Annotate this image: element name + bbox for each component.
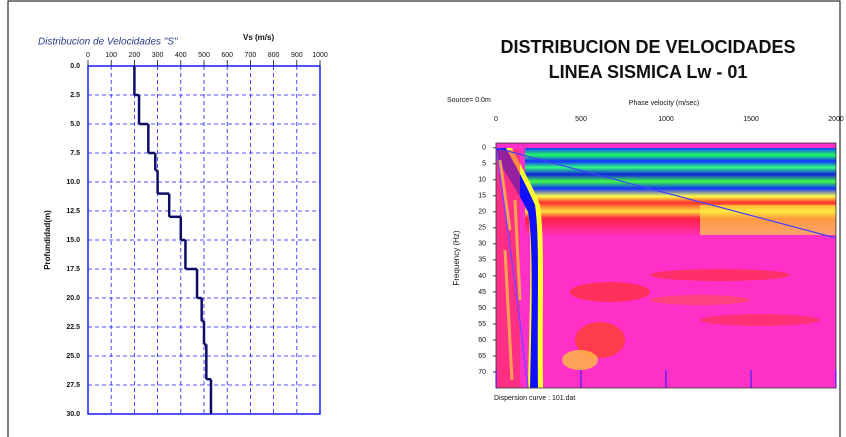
y-tick-label: 30: [478, 241, 486, 248]
y-axis-label: Profundidad(m): [43, 210, 52, 270]
x-tick-label: 0: [86, 52, 90, 59]
x-axis-label: Phase velocity (m/sec): [629, 100, 699, 107]
x-tick-label: 300: [152, 52, 164, 59]
y-tick-label: 2.5: [70, 92, 80, 99]
x-tick-label: 1000: [312, 52, 328, 59]
y-tick-label: 20: [478, 209, 486, 216]
dispersion-image: [496, 143, 836, 388]
x-tick-label: 600: [221, 52, 233, 59]
y-tick-label: 45: [478, 289, 486, 296]
y-tick-label: 15: [478, 193, 486, 200]
y-axis-label: Frequency (Hz): [452, 230, 461, 285]
x-tick-label: 200: [129, 52, 141, 59]
x-tick-label: 1000: [658, 116, 674, 123]
y-tick-label: 65: [478, 353, 486, 360]
x-tick-label: 500: [575, 116, 587, 123]
y-tick-label: 5.0: [70, 121, 80, 128]
x-tick-label: 800: [268, 52, 280, 59]
x-tick-label: 100: [105, 52, 117, 59]
y-tick-label: 10: [478, 177, 486, 184]
y-tick-label: 50: [478, 305, 486, 312]
y-tick-label: 60: [478, 337, 486, 344]
y-tick-label: 17.5: [66, 266, 80, 273]
screenshot: Distribucion de Velocidades "S" Vs (m/s)…: [0, 0, 846, 437]
y-tick-label: 15.0: [66, 237, 80, 244]
x-tick-label: 2000: [828, 116, 844, 123]
y-tick-label: 30.0: [66, 411, 80, 418]
page: {"chart_data": [ {"type": "step", "title…: [0, 0, 846, 437]
y-tick-label: 70: [478, 369, 486, 376]
y-tick-label: 7.5: [70, 150, 80, 157]
y-tick-label: 25.0: [66, 353, 80, 360]
y-tick-label: 0.0: [70, 63, 80, 70]
y-tick-label: 5: [482, 161, 486, 168]
y-tick-label: 55: [478, 321, 486, 328]
x-tick-label: 1500: [743, 116, 759, 123]
x-tick-label: 900: [291, 52, 303, 59]
x-tick-label: 0: [494, 116, 498, 123]
chart-title: DISTRIBUCION DE VELOCIDADES: [500, 37, 795, 57]
y-tick-label: 10.0: [66, 179, 80, 186]
y-tick-label: 22.5: [66, 324, 80, 331]
y-tick-label: 20.0: [66, 295, 80, 302]
x-axis-label: Vs (m/s): [243, 33, 274, 42]
footer-note: Dispersion curve : 101.dat: [494, 395, 575, 402]
y-tick-label: 27.5: [66, 382, 80, 389]
y-tick-label: 0: [482, 145, 486, 152]
x-tick-label: 400: [175, 52, 187, 59]
y-tick-label: 12.5: [66, 208, 80, 215]
x-tick-label: 500: [198, 52, 210, 59]
x-tick-label: 700: [245, 52, 257, 59]
y-tick-label: 40: [478, 273, 486, 280]
chart-subtitle: LINEA SISMICA Lw - 01: [549, 62, 748, 82]
y-tick-label: 25: [478, 225, 486, 232]
annotation: Source= 0.0m: [447, 97, 491, 104]
y-tick-label: 35: [478, 257, 486, 264]
chart-title: Distribucion de Velocidades "S": [38, 37, 178, 48]
